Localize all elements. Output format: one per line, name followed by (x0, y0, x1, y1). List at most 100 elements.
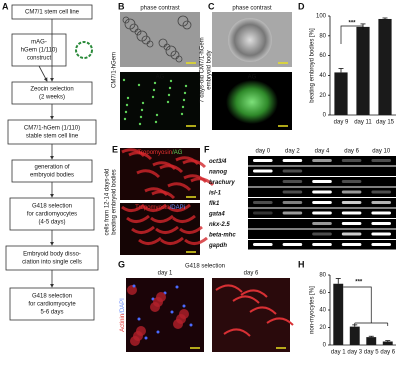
lane-label: day 2 (285, 149, 300, 155)
gel-band (312, 180, 332, 183)
y-axis-label: non-myocytes [%] (310, 286, 316, 334)
flow-step-text: 5-6 days (40, 310, 63, 316)
flow-step-text: mAG- (31, 40, 47, 46)
nucleus (137, 83, 141, 87)
gel-band (282, 201, 303, 204)
x-tick-label: day 5 (364, 350, 379, 356)
nucleus (132, 284, 136, 288)
gel-band (371, 201, 391, 204)
flow-step-text: generation of (34, 165, 69, 171)
gel-band (312, 232, 332, 236)
myocyte (232, 295, 260, 304)
nucleus (125, 103, 129, 107)
myocyte (155, 225, 179, 234)
bar (382, 341, 393, 345)
nucleus (169, 79, 173, 83)
y-tick-label: 60 (319, 53, 326, 59)
side-label-part: /DAPI (120, 298, 126, 314)
panel-letter: B (118, 1, 125, 11)
image-label: day 6 (244, 271, 259, 277)
side-label: beating embryoid bodies (112, 169, 118, 234)
nucleus (126, 96, 130, 100)
myocyte (138, 236, 162, 245)
panel-letter: A (2, 1, 9, 11)
gel-band (282, 169, 303, 173)
myocyte (266, 317, 294, 326)
cell (141, 35, 151, 45)
gel-band (371, 243, 391, 246)
myocyte (179, 225, 203, 234)
significance-bracket (343, 286, 389, 326)
flow-box (5, 245, 99, 271)
side-label: cells from 12-14 days-old (105, 168, 111, 235)
cell (129, 23, 139, 33)
significance-label: *** (355, 280, 363, 286)
bar (378, 18, 392, 115)
panel-letter: G (118, 259, 125, 269)
x-tick-label: day 3 (347, 350, 362, 356)
nucleus (170, 310, 174, 314)
myocyte (223, 328, 251, 337)
flow-arrow (38, 65, 48, 82)
y-tick-label: 80 (319, 273, 326, 279)
nucleus (144, 336, 148, 340)
micrograph (212, 278, 290, 352)
y-tick-label: 40 (319, 308, 326, 314)
myocyte (240, 289, 268, 298)
image-label: day 1 (158, 271, 173, 277)
flow-step-text: stable stem cell line (26, 134, 79, 140)
cell (146, 40, 154, 48)
cell (127, 285, 137, 295)
nucleus (156, 330, 160, 334)
myocyte (182, 159, 207, 169)
image-label-part: Tropomyosin (138, 150, 172, 156)
cell (163, 43, 171, 51)
x-tick-label: day 9 (334, 120, 349, 126)
image-label: phase contrast (232, 6, 272, 12)
y-tick-label: 20 (319, 93, 326, 99)
bar (349, 326, 360, 345)
flow-step-text: embryoid bodies (30, 173, 74, 179)
gel-band (371, 232, 391, 236)
nucleus (175, 285, 179, 289)
myocyte (151, 190, 176, 200)
gene-label: nkx-2.5 (209, 222, 230, 228)
panel-letter: F (204, 144, 210, 154)
cell (158, 38, 168, 48)
myocyte (184, 236, 208, 245)
image-label: AG (156, 75, 165, 81)
cell (136, 326, 146, 336)
nucleus (152, 88, 156, 92)
gel-band (341, 159, 362, 162)
nucleus (153, 81, 157, 85)
flow-box (9, 197, 95, 231)
gel-band (282, 243, 303, 246)
myocyte (128, 151, 153, 161)
gel-band (371, 211, 391, 215)
gel-band (341, 201, 362, 204)
myocyte (167, 182, 192, 192)
y-tick-label: 20 (319, 325, 326, 331)
gel-band (253, 201, 273, 204)
x-tick-label: day 15 (376, 120, 395, 126)
gene-label: oct3/4 (209, 159, 227, 165)
nucleus (181, 105, 185, 109)
myocyte (126, 214, 150, 223)
nucleus (183, 91, 187, 95)
y-tick-label: 0 (323, 113, 327, 119)
myocyte (143, 203, 167, 212)
gel-band (312, 201, 332, 204)
gel-band (312, 243, 332, 246)
image-label: phase contrast (140, 6, 180, 12)
flow-box (9, 287, 95, 321)
flow-step-text: CM7/1 stem cell line (25, 10, 80, 16)
cell (179, 309, 189, 319)
flow-step-text: for cardiomyocytes (27, 212, 77, 218)
side-label: CM7/1-hGem (112, 52, 118, 88)
nucleus (137, 317, 141, 321)
nucleus (138, 122, 142, 126)
y-tick-label: 80 (319, 33, 326, 39)
flow-step-text: ciation into single cells (22, 260, 82, 266)
nucleus (168, 86, 172, 90)
flow-box (11, 33, 67, 67)
